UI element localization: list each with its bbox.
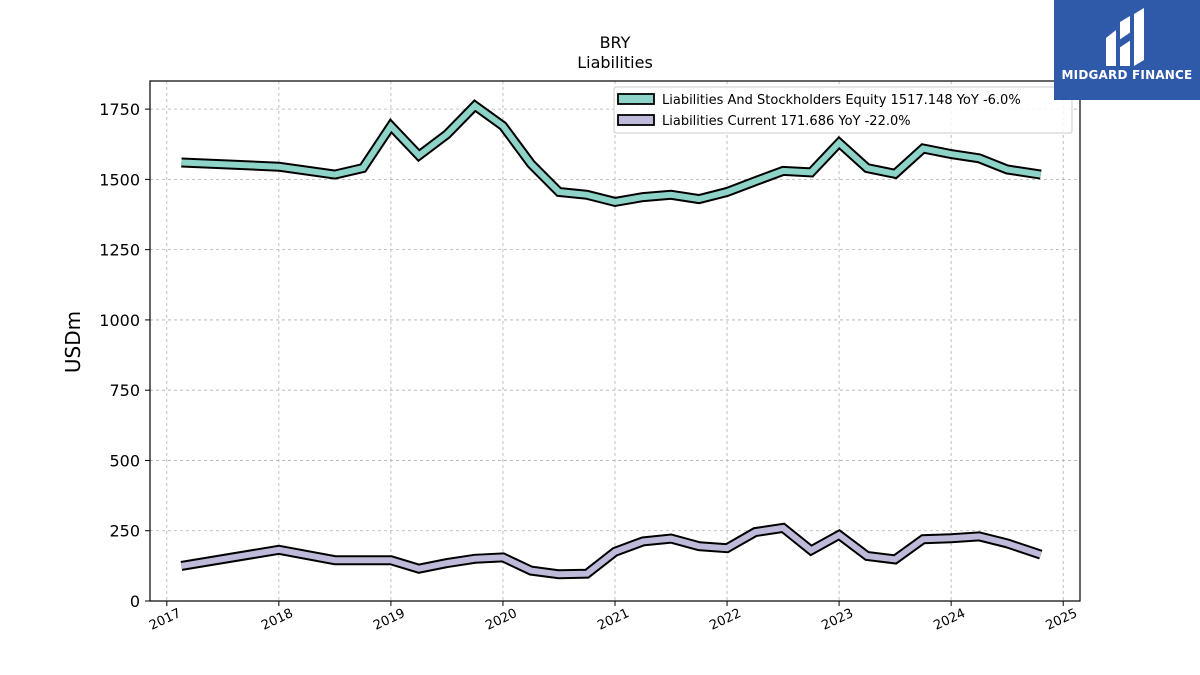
x-tick-label: 2024 xyxy=(931,606,967,634)
grid-lines xyxy=(150,81,1080,602)
x-tick-label: 2021 xyxy=(595,606,631,634)
legend-swatch xyxy=(617,114,655,126)
y-axis-ticks: 0 250 500 750 1000 1250 1500 1750 xyxy=(99,100,150,611)
y-tick-label: 1000 xyxy=(99,311,140,330)
series-line xyxy=(180,524,1042,578)
x-tick-label: 2022 xyxy=(707,606,743,634)
x-tick-label: 2017 xyxy=(147,606,183,634)
series-line xyxy=(181,101,1042,205)
y-tick-label: 0 xyxy=(130,592,140,611)
y-tick-label: 1250 xyxy=(99,241,140,260)
midgard-finance-logo: MIDGARD FINANCE xyxy=(1054,0,1200,100)
x-tick-label: 2018 xyxy=(259,606,295,634)
x-tick-label: 2019 xyxy=(371,606,407,634)
y-tick-label: 750 xyxy=(109,381,140,400)
chart-title: BRY xyxy=(600,33,631,52)
x-tick-label: 2023 xyxy=(819,606,855,634)
legend-swatch xyxy=(617,93,655,105)
x-axis-ticks: 2017 2018 2019 2020 2021 2022 2023 2024 2025 xyxy=(147,601,1080,634)
x-tick-label: 2025 xyxy=(1044,606,1080,634)
series-lines xyxy=(180,99,1043,580)
logo-mark-icon xyxy=(1106,8,1144,66)
legend-entry: Liabilities And Stockholders Equity 1517… xyxy=(662,93,1021,108)
legend-entry: Liabilities Current 171.686 YoY -22.0% xyxy=(662,114,911,129)
logo-text: MIDGARD FINANCE xyxy=(1061,68,1193,82)
y-tick-label: 500 xyxy=(109,451,140,470)
y-tick-label: 1750 xyxy=(99,100,140,119)
x-tick-label: 2020 xyxy=(483,606,519,634)
legend: Liabilities And Stockholders Equity 1517… xyxy=(613,86,1073,134)
y-axis-label: USDm xyxy=(61,311,85,373)
y-tick-label: 250 xyxy=(109,522,140,541)
y-tick-label: 1500 xyxy=(99,170,140,189)
chart-subtitle: Liabilities xyxy=(577,53,653,72)
legend-box xyxy=(613,86,1073,134)
